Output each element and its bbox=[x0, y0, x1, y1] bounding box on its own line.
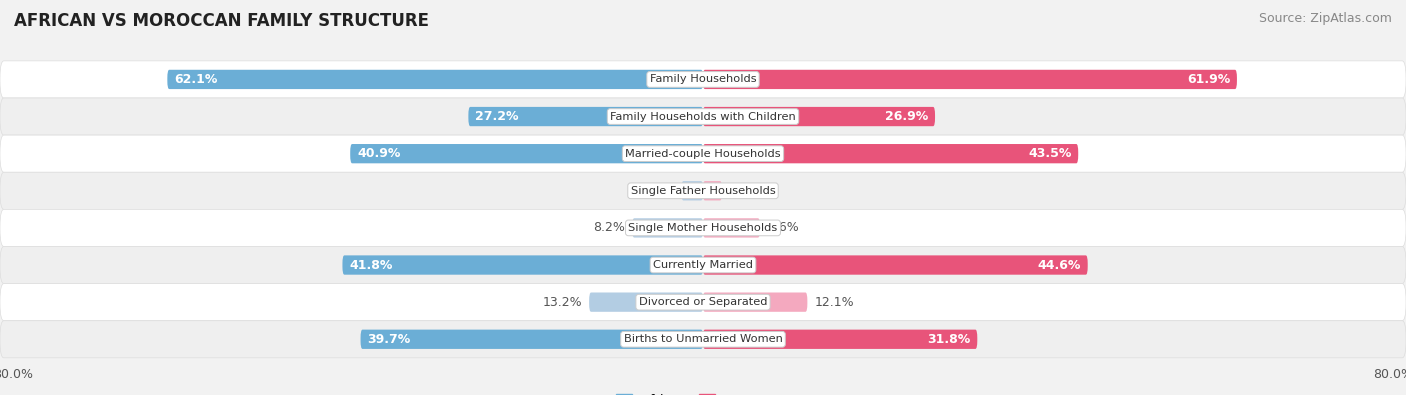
FancyBboxPatch shape bbox=[0, 321, 1406, 358]
Text: 6.6%: 6.6% bbox=[766, 222, 799, 234]
FancyBboxPatch shape bbox=[633, 218, 703, 237]
FancyBboxPatch shape bbox=[703, 218, 759, 237]
Text: Divorced or Separated: Divorced or Separated bbox=[638, 297, 768, 307]
Text: 44.6%: 44.6% bbox=[1038, 259, 1081, 271]
FancyBboxPatch shape bbox=[682, 181, 703, 200]
Text: 61.9%: 61.9% bbox=[1187, 73, 1230, 86]
Text: 27.2%: 27.2% bbox=[475, 110, 519, 123]
FancyBboxPatch shape bbox=[350, 144, 703, 163]
Text: 43.5%: 43.5% bbox=[1028, 147, 1071, 160]
Text: Source: ZipAtlas.com: Source: ZipAtlas.com bbox=[1258, 12, 1392, 25]
FancyBboxPatch shape bbox=[468, 107, 703, 126]
Legend: African, Moroccan: African, Moroccan bbox=[610, 389, 796, 395]
Text: Married-couple Households: Married-couple Households bbox=[626, 149, 780, 159]
Text: 41.8%: 41.8% bbox=[349, 259, 392, 271]
FancyBboxPatch shape bbox=[703, 293, 807, 312]
FancyBboxPatch shape bbox=[703, 70, 1237, 89]
FancyBboxPatch shape bbox=[0, 246, 1406, 284]
FancyBboxPatch shape bbox=[703, 329, 977, 349]
Text: 40.9%: 40.9% bbox=[357, 147, 401, 160]
Text: 13.2%: 13.2% bbox=[543, 295, 582, 308]
FancyBboxPatch shape bbox=[589, 293, 703, 312]
FancyBboxPatch shape bbox=[0, 284, 1406, 321]
Text: 8.2%: 8.2% bbox=[593, 222, 626, 234]
Text: 2.2%: 2.2% bbox=[728, 184, 761, 197]
Text: 31.8%: 31.8% bbox=[927, 333, 970, 346]
Text: Single Father Households: Single Father Households bbox=[631, 186, 775, 196]
Text: AFRICAN VS MOROCCAN FAMILY STRUCTURE: AFRICAN VS MOROCCAN FAMILY STRUCTURE bbox=[14, 12, 429, 30]
Text: 12.1%: 12.1% bbox=[814, 295, 853, 308]
FancyBboxPatch shape bbox=[167, 70, 703, 89]
FancyBboxPatch shape bbox=[0, 172, 1406, 209]
FancyBboxPatch shape bbox=[360, 329, 703, 349]
Text: 39.7%: 39.7% bbox=[367, 333, 411, 346]
Text: Family Households: Family Households bbox=[650, 74, 756, 85]
FancyBboxPatch shape bbox=[703, 181, 721, 200]
Text: 2.5%: 2.5% bbox=[643, 184, 675, 197]
FancyBboxPatch shape bbox=[703, 144, 1078, 163]
Text: Births to Unmarried Women: Births to Unmarried Women bbox=[624, 334, 782, 344]
Text: Single Mother Households: Single Mother Households bbox=[628, 223, 778, 233]
FancyBboxPatch shape bbox=[703, 107, 935, 126]
FancyBboxPatch shape bbox=[703, 256, 1088, 275]
Text: 62.1%: 62.1% bbox=[174, 73, 218, 86]
FancyBboxPatch shape bbox=[0, 209, 1406, 246]
Text: Family Households with Children: Family Households with Children bbox=[610, 111, 796, 122]
FancyBboxPatch shape bbox=[0, 98, 1406, 135]
Text: Currently Married: Currently Married bbox=[652, 260, 754, 270]
FancyBboxPatch shape bbox=[0, 61, 1406, 98]
FancyBboxPatch shape bbox=[0, 135, 1406, 172]
FancyBboxPatch shape bbox=[343, 256, 703, 275]
Text: 26.9%: 26.9% bbox=[884, 110, 928, 123]
